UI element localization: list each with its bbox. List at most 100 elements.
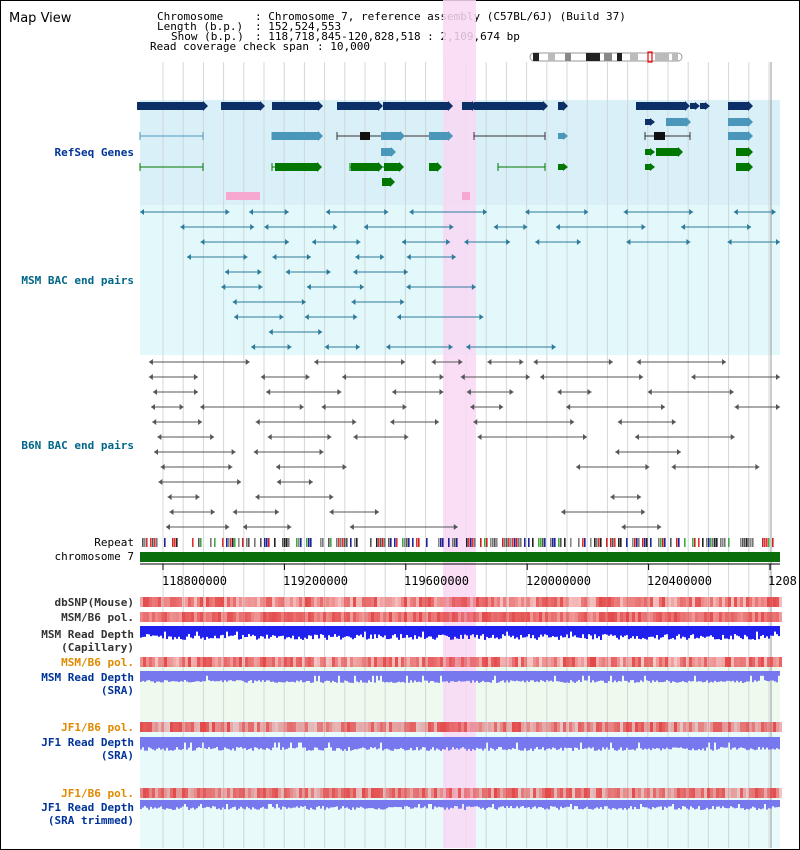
- read-depth-bar: [248, 737, 250, 750]
- b6n-bac-pair-end: [210, 434, 215, 440]
- msm-depth-capillary-label[interactable]: MSM Read Depth: [41, 628, 134, 641]
- polymorphism-cell: [593, 612, 596, 622]
- read-depth-bar: [668, 626, 670, 640]
- read-depth-bar: [362, 800, 364, 808]
- read-depth-bar: [308, 626, 310, 636]
- read-depth-bar: [430, 800, 432, 804]
- b6n-bac-pair-end: [755, 464, 760, 470]
- read-depth-bar: [612, 671, 614, 683]
- repeat-element: [298, 538, 300, 547]
- polymorphism-cell: [359, 657, 362, 667]
- read-depth-bar: [556, 626, 558, 637]
- polymorphism-cell: [551, 657, 554, 667]
- polymorphism-cell: [491, 657, 494, 667]
- read-depth-bar: [336, 671, 338, 683]
- read-depth-bar: [700, 626, 702, 636]
- read-depth-bar: [710, 671, 712, 682]
- polymorphism-cell: [587, 722, 590, 732]
- read-depth-bar: [610, 626, 612, 635]
- read-depth-bar: [384, 626, 386, 636]
- read-depth-bar: [494, 800, 496, 809]
- polymorphism-cell: [716, 788, 719, 798]
- polymorphism-cell: [272, 657, 275, 667]
- read-depth-bar: [194, 671, 196, 682]
- b6n-bac-pair-end: [671, 419, 676, 425]
- read-depth-bar: [646, 626, 648, 640]
- read-depth-bar: [492, 671, 494, 681]
- read-depth-bar: [512, 737, 514, 749]
- polymorphism-cell: [629, 612, 632, 622]
- read-depth-bar: [744, 626, 746, 635]
- read-depth-bar: [388, 737, 390, 750]
- polymorphism-cell: [659, 597, 662, 607]
- polymorphism-cell: [473, 722, 476, 732]
- read-depth-bar: [272, 737, 274, 748]
- polymorphism-cell: [716, 657, 719, 667]
- polymorphism-cell: [506, 657, 509, 667]
- read-depth-bar: [550, 671, 552, 681]
- repeat-element: [520, 538, 522, 547]
- polymorphism-cell: [731, 722, 734, 732]
- polymorphism-cell: [176, 722, 179, 732]
- polymorphism-cell: [236, 788, 239, 798]
- read-depth-bar: [356, 671, 358, 682]
- repeat-element: [404, 538, 406, 547]
- b6n-bac-pair-end: [402, 404, 407, 410]
- read-depth-bar: [696, 800, 698, 809]
- repeat-element: [606, 538, 608, 547]
- read-depth-bar: [664, 800, 666, 807]
- polymorphism-cell: [281, 657, 284, 667]
- read-depth-bar: [354, 737, 356, 750]
- b6n-bac-pair-end: [439, 389, 444, 395]
- msm-bac-pair-end: [623, 209, 628, 215]
- polymorphism-cell: [563, 612, 566, 622]
- read-depth-bar: [174, 800, 176, 810]
- read-depth-bar: [640, 626, 642, 640]
- read-depth-bar: [192, 800, 194, 808]
- read-depth-bar: [302, 737, 304, 748]
- jf1-pol-label-1[interactable]: JF1/B6 pol.: [61, 721, 134, 734]
- dbsnp-label[interactable]: dbSNP(Mouse): [54, 596, 134, 609]
- read-depth-bar: [450, 671, 452, 682]
- b6n-bac-label[interactable]: B6N BAC end pairs: [21, 439, 134, 452]
- read-depth-bar: [394, 671, 396, 683]
- repeat-element: [480, 538, 482, 547]
- repeat-element: [144, 538, 146, 547]
- polymorphism-cell: [677, 612, 680, 622]
- msm-depth-sra-label[interactable]: MSM Read Depth: [41, 671, 134, 684]
- read-depth-bar: [648, 626, 650, 637]
- polymorphism-cell: [377, 597, 380, 607]
- read-depth-bar: [236, 671, 238, 681]
- polymorphism-cell: [650, 722, 653, 732]
- refseq-genes-label[interactable]: RefSeq Genes: [54, 146, 134, 159]
- read-depth-bar: [316, 800, 318, 807]
- polymorphism-cell: [194, 597, 197, 607]
- polymorphism-cell: [485, 722, 488, 732]
- read-depth-bar: [210, 626, 212, 639]
- b6n-bac-pair-end: [691, 374, 696, 380]
- read-depth-bar: [646, 800, 648, 808]
- read-depth-bar: [772, 800, 774, 807]
- polymorphism-cell: [695, 657, 698, 667]
- msm-bac-label[interactable]: MSM BAC end pairs: [21, 274, 134, 287]
- polymorphism-cell: [740, 788, 743, 798]
- jf1-pol-label-2[interactable]: JF1/B6 pol.: [61, 787, 134, 800]
- read-depth-bar: [668, 737, 670, 750]
- polymorphism-cell: [545, 788, 548, 798]
- polymorphism-cell: [371, 597, 374, 607]
- polymorphism-cell: [770, 788, 773, 798]
- msm-bac-pair-end: [401, 239, 406, 245]
- jf1-depth-label-2[interactable]: JF1 Read Depth: [41, 801, 134, 814]
- jf1-depth-label-1[interactable]: JF1 Read Depth: [41, 736, 134, 749]
- polymorphism-cell: [632, 657, 635, 667]
- read-depth-bar: [190, 800, 192, 809]
- msm-pol-label-2[interactable]: MSM/B6 pol.: [61, 656, 134, 669]
- polymorphism-cell: [152, 597, 155, 607]
- polymorphism-cell: [284, 788, 287, 798]
- repeat-element: [222, 538, 224, 547]
- repeat-label: Repeat: [94, 536, 134, 549]
- msm-pol-label-1[interactable]: MSM/B6 pol.: [61, 611, 134, 624]
- polymorphism-cell: [746, 597, 749, 607]
- polymorphism-cell: [353, 612, 356, 622]
